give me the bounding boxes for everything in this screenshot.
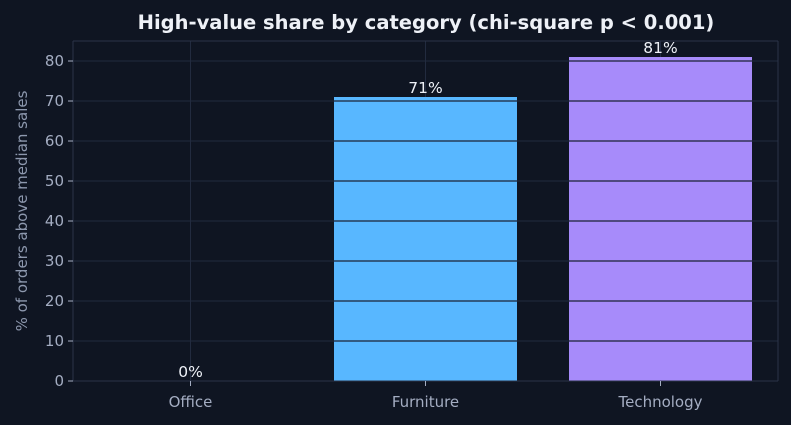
bar-value-label: 81% [643, 39, 677, 57]
y-tick-label: 30 [45, 252, 64, 270]
bar-value-label: 71% [408, 79, 442, 97]
y-tick-label: 80 [45, 52, 64, 70]
plot-area: 0 10 20 30 40 50 60 70 80 Office Furniture Technolo… [45, 39, 779, 411]
y-tick-label: 70 [45, 92, 64, 110]
bar [569, 57, 752, 381]
y-tick-label: 10 [45, 332, 64, 350]
y-axis-label: % of orders above median sales [13, 90, 31, 331]
y-tick-label: 40 [45, 212, 64, 230]
x-tick-label: Furniture [392, 393, 459, 411]
y-tick-label: 60 [45, 132, 64, 150]
bar [334, 97, 517, 381]
y-tick-label: 20 [45, 292, 64, 310]
x-tick-label: Technology [617, 393, 702, 411]
y-tick-label: 50 [45, 172, 64, 190]
y-tick-label: 0 [54, 372, 64, 390]
bar-value-label: 0% [178, 363, 203, 381]
chart-title: High-value share by category (chi-square… [138, 11, 715, 34]
x-tick-label: Office [169, 393, 213, 411]
